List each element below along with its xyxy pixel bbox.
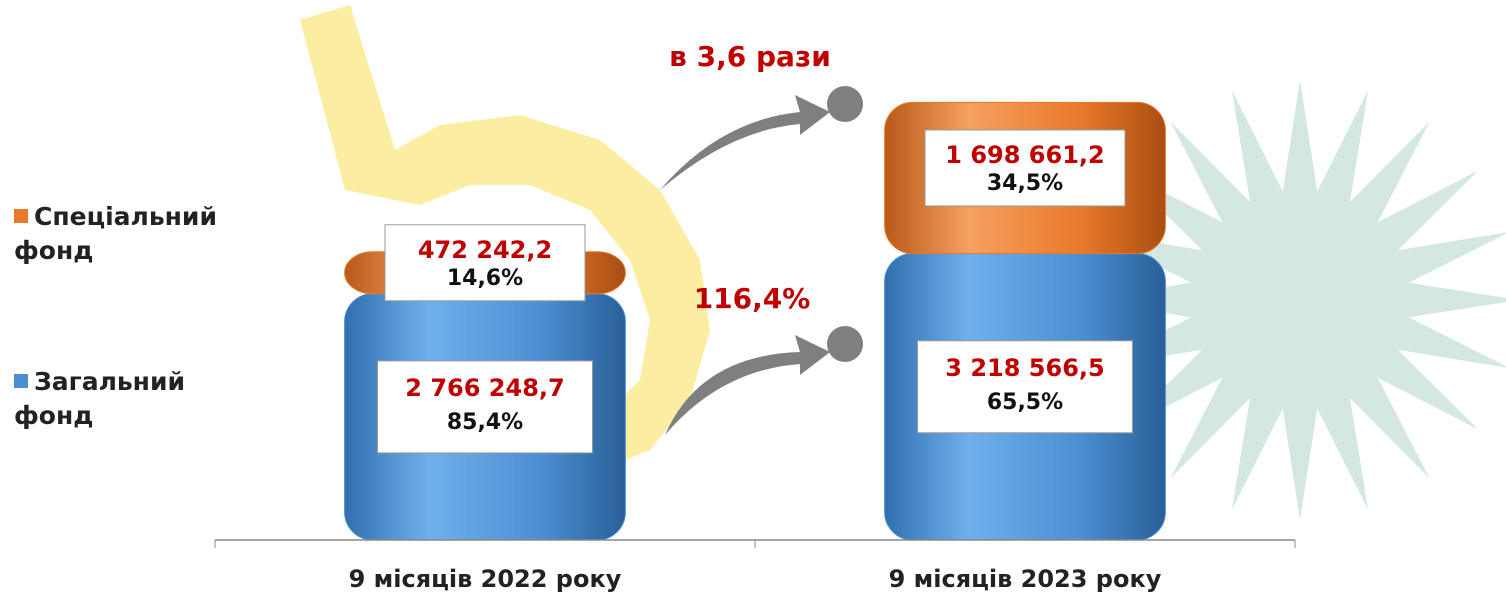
arrow-dot <box>827 326 863 362</box>
legend-swatch <box>14 209 28 223</box>
data-label-box <box>924 129 1126 207</box>
yellow-decoration <box>300 5 710 470</box>
data-label-box <box>377 360 593 454</box>
data-label-value: 1 698 661,2 <box>945 141 1104 169</box>
legend-label: Загальний фонд <box>14 367 185 430</box>
legend-label: Спеціальний фонд <box>14 202 217 265</box>
data-label-share: 65,5% <box>987 390 1063 415</box>
legend-swatch <box>14 374 28 388</box>
data-label-box <box>917 340 1133 434</box>
legend-item: Загальний фонд <box>14 365 254 433</box>
annotation: в 3,6 рази <box>669 40 831 73</box>
data-label-value: 3 218 566,5 <box>945 354 1104 382</box>
arrow-dot <box>827 86 863 122</box>
x-tick-label: 9 місяців 2022 року <box>349 565 622 593</box>
arrow <box>660 95 830 190</box>
legend-item: Спеціальний фонд <box>14 200 254 268</box>
x-tick-label: 9 місяців 2023 року <box>889 565 1162 593</box>
data-label-share: 34,5% <box>987 171 1063 196</box>
data-label-share: 85,4% <box>447 410 523 435</box>
star-shape <box>1080 80 1506 520</box>
annotation: 116,4% <box>694 282 811 315</box>
data-label-value: 472 242,2 <box>418 236 552 264</box>
arrow <box>665 335 830 435</box>
data-label-value: 2 766 248,7 <box>405 374 564 402</box>
data-label-box <box>384 224 586 302</box>
data-label-share: 14,6% <box>447 266 523 291</box>
star-decoration <box>1080 80 1506 520</box>
